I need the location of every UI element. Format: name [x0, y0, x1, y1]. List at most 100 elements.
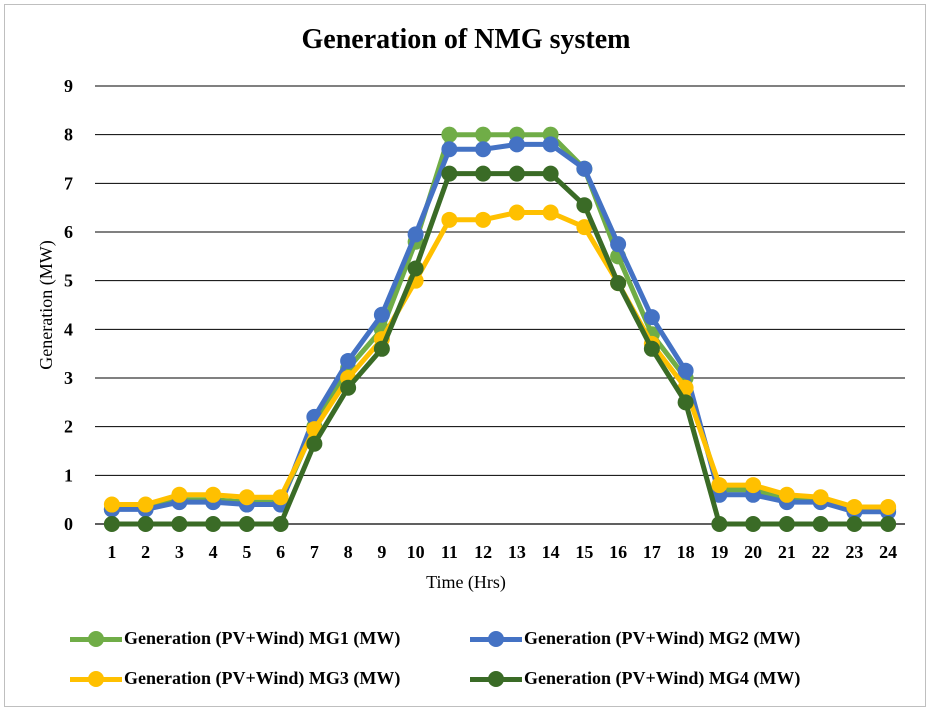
legend-marker	[88, 630, 104, 647]
x-tick-label: 11	[441, 542, 458, 562]
data-point	[441, 126, 458, 143]
data-point	[846, 516, 863, 532]
data-point	[812, 489, 829, 506]
data-point	[272, 489, 289, 506]
series-line	[111, 132, 889, 512]
legend-marker	[488, 670, 504, 687]
x-tick-label: 24	[879, 542, 897, 562]
data-point	[137, 496, 154, 513]
x-tick-label: 6	[276, 542, 285, 562]
data-point	[407, 226, 424, 243]
data-point	[880, 498, 897, 515]
y-tick-label: 2	[64, 417, 73, 437]
data-point	[711, 477, 728, 494]
data-point	[542, 165, 559, 182]
x-tick-label: 13	[508, 542, 526, 562]
data-point	[475, 165, 492, 182]
legend-item: Generation (PV+Wind) MG1 (MW)	[70, 628, 400, 649]
legend-label: Generation (PV+Wind) MG4 (MW)	[524, 668, 801, 688]
data-point	[373, 306, 390, 323]
x-tick-label: 22	[812, 542, 830, 562]
data-point	[846, 498, 863, 515]
data-point	[103, 516, 120, 532]
legend-swatch	[70, 629, 122, 649]
data-point	[576, 160, 593, 177]
x-tick-label: 19	[710, 542, 728, 562]
legend-swatch	[470, 629, 522, 649]
data-point	[677, 362, 694, 379]
x-tick-label: 21	[778, 542, 796, 562]
data-point	[441, 141, 458, 158]
series-line	[111, 210, 889, 510]
data-point	[340, 352, 357, 369]
legend-item: Generation (PV+Wind) MG4 (MW)	[470, 668, 800, 689]
x-tick-label: 10	[407, 542, 425, 562]
chart-title: Generation of NMG system	[301, 24, 631, 55]
y-tick-label: 1	[64, 465, 73, 485]
x-tick-label: 8	[344, 542, 353, 562]
x-tick-label: 12	[474, 542, 492, 562]
data-point	[711, 516, 728, 532]
data-point	[171, 516, 188, 532]
legend-item: Generation (PV+Wind) MG3 (MW)	[70, 668, 400, 689]
data-point	[441, 165, 458, 182]
data-point	[542, 136, 559, 153]
x-tick-label: 17	[643, 542, 661, 562]
y-tick-label: 3	[64, 368, 73, 388]
data-point	[205, 516, 222, 532]
y-tick-label: 0	[64, 514, 73, 534]
y-tick-label: 8	[64, 125, 73, 145]
data-point	[137, 516, 154, 532]
x-tick-label: 3	[175, 542, 184, 562]
data-point	[238, 489, 255, 506]
legend-label: Generation (PV+Wind) MG1 (MW)	[124, 628, 401, 648]
data-point	[812, 516, 829, 532]
data-point	[475, 141, 492, 158]
data-point	[475, 211, 492, 228]
chart-frame	[4, 4, 926, 707]
x-tick-label: 9	[377, 542, 386, 562]
y-tick-label: 6	[64, 222, 73, 242]
legend-swatch	[70, 669, 122, 689]
legend-item: Generation (PV+Wind) MG2 (MW)	[470, 628, 800, 649]
legend-label: Generation (PV+Wind) MG3 (MW)	[124, 668, 401, 688]
data-point	[508, 204, 525, 221]
y-tick-label: 5	[64, 271, 73, 291]
x-tick-label: 5	[242, 542, 251, 562]
data-point	[306, 435, 323, 452]
data-point	[340, 379, 357, 396]
data-point	[441, 211, 458, 228]
x-axis-label: Time (Hrs)	[426, 572, 506, 592]
data-point	[610, 275, 627, 292]
data-point	[508, 136, 525, 153]
x-tick-label: 14	[542, 542, 560, 562]
data-point	[272, 516, 289, 532]
data-point	[576, 197, 593, 214]
y-tick-label: 9	[64, 76, 73, 96]
data-point	[677, 394, 694, 411]
legend-label: Generation (PV+Wind) MG2 (MW)	[524, 628, 801, 648]
x-tick-label: 7	[310, 542, 319, 562]
x-tick-label: 15	[575, 542, 593, 562]
data-point	[745, 477, 762, 494]
data-point	[643, 309, 660, 326]
series-line	[111, 141, 889, 515]
x-tick-label: 18	[677, 542, 695, 562]
data-point	[475, 126, 492, 143]
data-point	[373, 340, 390, 357]
x-tick-label: 20	[744, 542, 762, 562]
x-tick-label: 1	[107, 542, 116, 562]
legend-marker	[488, 630, 504, 647]
data-point	[508, 165, 525, 182]
x-tick-label: 23	[845, 542, 863, 562]
data-point	[610, 236, 627, 253]
data-point	[880, 516, 897, 532]
data-point	[171, 486, 188, 503]
data-point	[238, 516, 255, 532]
x-tick-label: 4	[209, 542, 218, 562]
data-point	[205, 486, 222, 503]
data-point	[778, 486, 795, 503]
data-point	[643, 340, 660, 357]
legend-marker	[88, 670, 104, 687]
